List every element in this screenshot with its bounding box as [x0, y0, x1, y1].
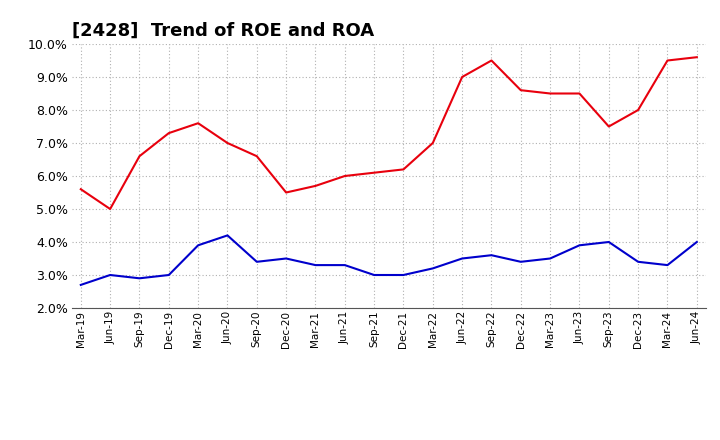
Text: [2428]  Trend of ROE and ROA: [2428] Trend of ROE and ROA [72, 22, 374, 40]
Line: ROA: ROA [81, 235, 697, 285]
ROE [194, 121, 202, 126]
ROA [223, 233, 232, 238]
ROA [399, 272, 408, 278]
ROA [370, 272, 379, 278]
ROA [605, 239, 613, 245]
ROE [605, 124, 613, 129]
Line: ROE: ROE [81, 57, 697, 209]
ROE [516, 88, 525, 93]
ROE [634, 107, 642, 113]
ROA [76, 282, 85, 288]
ROA [164, 272, 173, 278]
ROA [253, 259, 261, 264]
ROA [341, 262, 349, 268]
ROE [253, 154, 261, 159]
ROA [194, 243, 202, 248]
ROE [311, 183, 320, 188]
ROE [164, 130, 173, 136]
ROA [282, 256, 290, 261]
ROA [663, 262, 672, 268]
ROE [487, 58, 496, 63]
ROE [223, 140, 232, 146]
ROE [399, 167, 408, 172]
ROA [135, 275, 144, 281]
ROE [106, 206, 114, 212]
ROA [634, 259, 642, 264]
ROE [458, 74, 467, 80]
ROE [663, 58, 672, 63]
ROE [370, 170, 379, 175]
ROA [575, 243, 584, 248]
ROA [458, 256, 467, 261]
ROA [693, 239, 701, 245]
ROE [341, 173, 349, 179]
ROE [282, 190, 290, 195]
ROE [575, 91, 584, 96]
ROE [693, 55, 701, 60]
ROA [546, 256, 554, 261]
ROE [428, 140, 437, 146]
ROA [311, 262, 320, 268]
ROA [487, 253, 496, 258]
ROA [106, 272, 114, 278]
ROA [516, 259, 525, 264]
ROE [76, 187, 85, 192]
ROE [546, 91, 554, 96]
ROE [135, 154, 144, 159]
ROA [428, 266, 437, 271]
